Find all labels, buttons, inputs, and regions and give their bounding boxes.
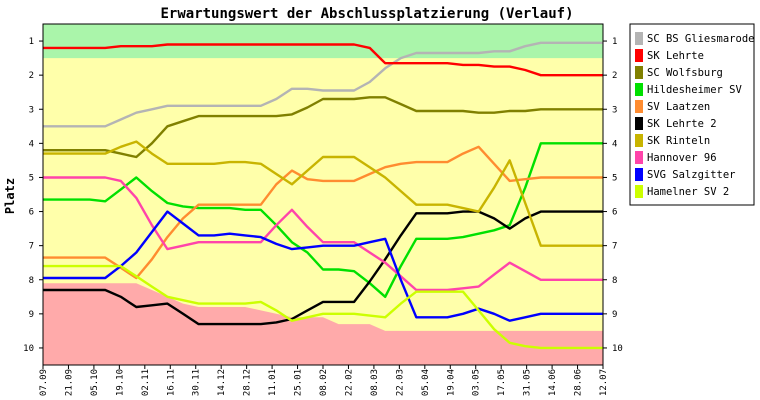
x-tick-label: 14.06 bbox=[548, 369, 558, 396]
x-tick-label: 08.03 bbox=[370, 369, 380, 396]
x-tick-label: 14.12 bbox=[217, 369, 227, 396]
x-tick-label: 22.03 bbox=[395, 369, 405, 396]
y-axis-left: 1 2 3 4 5 6 7 8 9 10 bbox=[23, 37, 43, 354]
y-tick-label-left: 2 bbox=[29, 71, 34, 81]
y-tick-label-left: 3 bbox=[29, 105, 34, 115]
x-tick-label: 03.05 bbox=[472, 369, 482, 396]
y-tick-label-right: 2 bbox=[612, 71, 617, 81]
legend-label-9: SVG Salzgitter bbox=[647, 169, 736, 181]
legend-swatch-10 bbox=[635, 185, 643, 198]
series-line-2 bbox=[43, 43, 603, 77]
series-lines bbox=[43, 41, 603, 350]
legend-label-6: SK Lehrte 2 bbox=[647, 118, 717, 130]
relegation-zone bbox=[43, 283, 603, 365]
y-tick-label-left: 1 bbox=[29, 37, 34, 47]
y-tick-label-right: 9 bbox=[612, 310, 617, 320]
y-axis-right: 1 2 3 4 5 6 7 8 9 10 bbox=[603, 37, 623, 354]
series-line-10 bbox=[43, 264, 603, 350]
x-tick-label: 17.05 bbox=[497, 369, 507, 396]
legend-swatch-2 bbox=[635, 49, 643, 62]
y-tick-label-left: 8 bbox=[29, 276, 34, 286]
x-tick-label: 28.06 bbox=[574, 369, 584, 396]
series-line-7 bbox=[43, 140, 603, 247]
y-tick-label-right: 3 bbox=[612, 105, 617, 115]
x-tick-label: 19.04 bbox=[446, 369, 456, 396]
series-line-6 bbox=[43, 210, 603, 326]
legend-swatch-1 bbox=[635, 32, 643, 45]
series-line-3 bbox=[43, 96, 603, 159]
legend-label-7: SK Rinteln bbox=[647, 135, 710, 147]
legend-swatch-9 bbox=[635, 168, 643, 181]
legend-label-5: SV Laatzen bbox=[647, 101, 710, 113]
legend-label-8: Hannover 96 bbox=[647, 152, 717, 164]
x-tick-label: 07.09 bbox=[39, 369, 49, 396]
legend-swatch-6 bbox=[635, 117, 643, 130]
legend: SC BS Gliesmarode SK Lehrte SC Wolfsburg Hi… bbox=[629, 23, 755, 206]
y-tick-label-left: 10 bbox=[23, 344, 34, 354]
legend-swatch-3 bbox=[635, 66, 643, 79]
x-tick-label: 05.04 bbox=[421, 369, 431, 396]
legend-swatch-8 bbox=[635, 151, 643, 164]
y-tick-label-left: 6 bbox=[29, 208, 34, 218]
chart-title: Erwartungswert der Abschlussplatzierung … bbox=[160, 6, 573, 22]
series-line-1 bbox=[43, 41, 603, 128]
legend-swatch-4 bbox=[635, 83, 643, 96]
x-tick-label: 21.09 bbox=[64, 369, 74, 396]
x-tick-label: 02.11 bbox=[141, 369, 151, 396]
x-tick-label: 30.11 bbox=[192, 369, 202, 396]
legend-swatch-5 bbox=[635, 100, 643, 113]
y-tick-label-left: 5 bbox=[29, 173, 34, 183]
y-tick-label-right: 5 bbox=[612, 173, 617, 183]
y-tick-label-right: 4 bbox=[612, 139, 617, 149]
x-tick-label: 08.02 bbox=[319, 369, 329, 396]
legend-swatch-7 bbox=[635, 134, 643, 147]
y-tick-label-right: 8 bbox=[612, 276, 617, 286]
y-tick-label-right: 6 bbox=[612, 208, 617, 218]
legend-box bbox=[629, 23, 755, 206]
x-tick-label: 11.01 bbox=[268, 369, 278, 396]
series-line-4 bbox=[43, 142, 603, 298]
x-tick-label: 19.10 bbox=[115, 369, 125, 396]
legend-label-2: SK Lehrte bbox=[647, 50, 704, 62]
x-axis: 07.09 21.09 05.10 19.10 02.11 16.11 30.11 14.12… bbox=[39, 365, 609, 396]
x-tick-label: 16.11 bbox=[166, 369, 176, 396]
x-tick-label: 12.07 bbox=[599, 369, 609, 396]
x-tick-label: 28.12 bbox=[243, 369, 253, 396]
y-tick-label-left: 7 bbox=[29, 242, 34, 252]
series-line-8 bbox=[43, 176, 603, 292]
x-tick-label: 05.10 bbox=[90, 369, 100, 396]
legend-label-4: Hildesheimer SV bbox=[647, 84, 743, 96]
y-tick-label-right: 10 bbox=[612, 344, 623, 354]
x-tick-label: 25.01 bbox=[294, 369, 304, 396]
x-tick-label: 22.02 bbox=[344, 369, 354, 396]
y-tick-label-left: 9 bbox=[29, 310, 34, 320]
legend-label-10: Hamelner SV 2 bbox=[647, 186, 729, 198]
legend-label-3: SC Wolfsburg bbox=[647, 67, 723, 79]
series-line-5 bbox=[43, 145, 603, 280]
series-line-9 bbox=[43, 210, 603, 322]
y-tick-label-left: 4 bbox=[29, 139, 34, 149]
y-tick-label-right: 7 bbox=[612, 242, 617, 252]
legend-label-1: SC BS Gliesmarode bbox=[647, 33, 754, 45]
y-axis-label: Platz bbox=[3, 178, 17, 214]
promotion-zone bbox=[43, 24, 603, 59]
y-tick-label-right: 1 bbox=[612, 37, 617, 47]
x-tick-label: 31.05 bbox=[523, 369, 533, 396]
